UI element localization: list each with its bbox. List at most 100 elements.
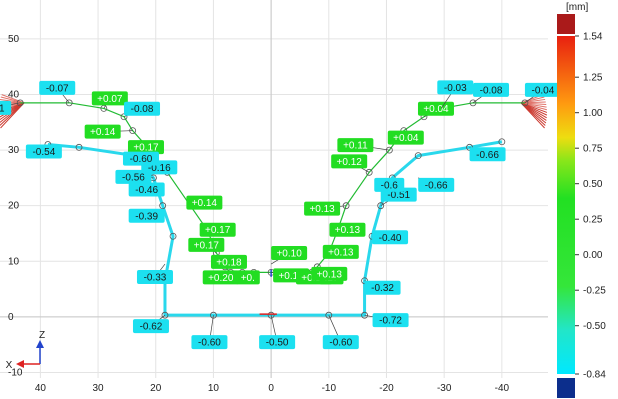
deviation-label: -0.66 (476, 150, 499, 161)
deviation-label-box (331, 154, 368, 169)
x-tick-label: -30 (437, 383, 452, 394)
deviation-label-box (235, 270, 260, 285)
color-scale-tick-label: -0.84 (583, 370, 606, 381)
grid-lines (0, 0, 548, 378)
y-tick-label: 20 (8, 201, 20, 212)
color-scale-tick-label: 1.54 (583, 32, 603, 43)
deviation-label-box (191, 335, 228, 350)
z-axis-label: Z (39, 330, 45, 341)
nominal-point (385, 146, 393, 154)
deviation-label: -0.08 (131, 104, 154, 115)
deviation-label: +0.14 (90, 127, 116, 138)
color-scale-tick-label: 0.00 (583, 250, 603, 261)
axis-ticks: 40 30 20 10 0 -10 -20 -30 -40 50 40 30 20 10 0 -10 (8, 34, 510, 394)
deviation-label-box (469, 147, 506, 162)
deviation-label: +0.07 (97, 94, 123, 105)
deviation-label-box (524, 82, 561, 97)
deviation-label: +0.20 (208, 273, 234, 284)
measured-point (325, 311, 333, 319)
measured-profile-line (47, 140, 503, 317)
deviation-label: -0.60 (329, 338, 352, 349)
deviation-label-box (364, 280, 401, 295)
deviation-label-box (186, 195, 223, 210)
color-scale-under-swatch (557, 378, 575, 398)
deviation-label-box (304, 201, 341, 216)
deviation-label: +0.18 (216, 257, 242, 268)
color-scale-legend: [mm] 1.54 1.25 1.00 0.75 0.50 0.25 0.00 -0.25 -0.… (557, 2, 606, 398)
nominal-point (16, 99, 24, 107)
measured-point (498, 138, 506, 146)
deviation-labels: -0.07 +0.07 -0.08 -0.01 +0.14 +0.17 -0.16 +0.14… (0, 80, 561, 350)
x-tick-label: 40 (35, 383, 47, 394)
deviation-label: +0.10 (276, 249, 302, 260)
deviation-label-box (329, 222, 366, 237)
deviation-label-box (84, 124, 121, 139)
deviation-label: +0.13 (309, 204, 335, 215)
deviation-label-box (418, 177, 455, 192)
measured-point (75, 143, 83, 151)
deviation-label-box (115, 169, 152, 184)
deviation-label: -0.07 (46, 83, 69, 94)
deviation-label-box (259, 335, 296, 350)
x-tick-label: 30 (93, 383, 105, 394)
deviation-label: +0. (241, 273, 255, 284)
deviation-label: -0.32 (371, 283, 394, 294)
deviation-label: -0.6 (381, 180, 399, 191)
color-scale-tick-label: 1.00 (583, 108, 603, 119)
measured-point (377, 202, 385, 210)
measured-point (169, 232, 177, 240)
deviation-label-box (311, 266, 348, 281)
deviation-label: +0.13 (335, 225, 361, 236)
y-tick-label: 50 (8, 34, 20, 45)
deviation-label-box (25, 144, 62, 159)
x-tick-label: 20 (150, 383, 162, 394)
nominal-point (342, 202, 350, 210)
deviation-label-box (473, 82, 510, 97)
deviation-label-box (437, 80, 474, 95)
color-scale-tick-label: -0.50 (583, 321, 606, 332)
deviation-label: +0.19 (278, 271, 304, 282)
measured-point (210, 311, 217, 319)
color-scale-tick-label: 0.75 (583, 144, 603, 155)
color-scale-tick-label: 0.25 (583, 215, 603, 226)
hatch-line (520, 102, 545, 129)
deviation-label: -0.51 (387, 190, 410, 201)
y-tick-label: -10 (8, 367, 23, 378)
hatch-line (0, 102, 25, 129)
measured-point (159, 202, 167, 210)
deviation-label: +0.11 (343, 141, 368, 152)
deviation-label: -0.08 (480, 85, 503, 96)
deviation-label-box (122, 151, 159, 166)
x-tick-label: 10 (208, 383, 220, 394)
deviation-label: +0.04 (423, 104, 449, 115)
deviation-label: -0.60 (130, 154, 153, 165)
axis-triad: ZX (6, 330, 45, 371)
y-tick-label: 30 (8, 145, 20, 156)
measured-point (161, 311, 169, 319)
deviation-label-box (132, 319, 169, 334)
deviation-label-box (128, 182, 165, 197)
y-tick-label: 0 (8, 312, 14, 323)
measured-point (267, 311, 275, 319)
deviation-label-box (417, 101, 454, 116)
z-axis-arrowhead (36, 340, 44, 348)
deviation-label: -0.39 (135, 211, 158, 222)
x-tick-label: -20 (379, 383, 394, 394)
deviation-label: -0.56 (122, 172, 145, 183)
color-scale-tick-label: 1.25 (583, 73, 603, 84)
deviation-label-box (210, 254, 247, 269)
x-tick-label: -40 (495, 383, 510, 394)
deviation-label-box (387, 130, 424, 145)
deviation-label: +0.14 (192, 198, 218, 209)
deviation-label-box (372, 313, 409, 328)
deviation-label: -0.04 (532, 85, 555, 96)
color-scale-tick-label: 0.50 (583, 179, 603, 190)
deviation-label-box (374, 177, 405, 192)
deviation-label-box (199, 222, 236, 237)
x-axis-label: X (6, 360, 13, 371)
x-tick-label: -10 (322, 383, 337, 394)
color-scale-over-swatch (557, 14, 575, 34)
deviation-label: -0.40 (379, 233, 402, 244)
deviation-label-box (322, 244, 359, 259)
